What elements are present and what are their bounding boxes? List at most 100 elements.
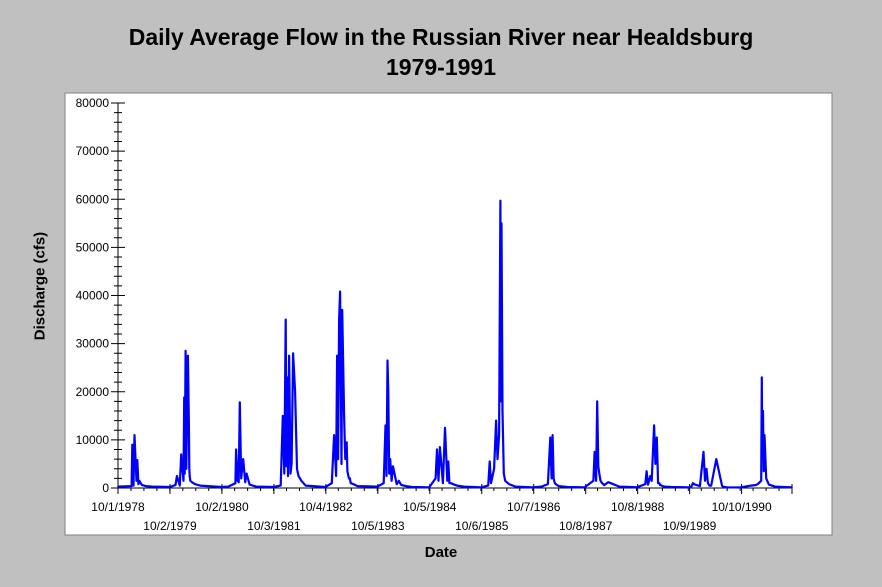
- data-point: [289, 472, 292, 475]
- data-point: [760, 480, 762, 482]
- data-point: [134, 458, 137, 460]
- data-point: [768, 483, 770, 486]
- data-point: [453, 483, 455, 486]
- data-point: [386, 359, 389, 362]
- y-tick-label: 80000: [76, 96, 110, 110]
- data-point: [349, 482, 352, 485]
- data-point: [139, 482, 142, 485]
- data-point: [498, 434, 500, 436]
- data-point: [437, 480, 440, 482]
- data-point: [169, 486, 171, 488]
- data-point: [304, 484, 307, 487]
- data-point: [336, 354, 338, 357]
- data-point: [660, 484, 662, 486]
- data-point: [540, 485, 543, 488]
- data-point: [708, 484, 711, 487]
- data-point: [290, 463, 293, 465]
- data-point: [715, 458, 718, 460]
- data-point: [286, 376, 289, 379]
- data-point: [436, 448, 438, 451]
- data-point: [599, 480, 602, 482]
- data-point: [618, 485, 621, 488]
- data-point: [392, 465, 394, 468]
- data-point: [702, 451, 705, 453]
- data-point: [694, 483, 696, 486]
- data-point: [346, 470, 349, 473]
- x-axis-label: Date: [424, 544, 458, 561]
- data-point: [607, 481, 610, 484]
- data-point: [132, 484, 135, 487]
- data-point: [343, 419, 346, 422]
- data-point: [557, 485, 560, 487]
- x-tick-label: 10/5/1984: [403, 500, 457, 514]
- data-point: [444, 427, 446, 429]
- data-point: [601, 482, 603, 485]
- data-point: [342, 364, 345, 367]
- data-point: [352, 483, 355, 485]
- data-point: [337, 458, 339, 460]
- data-point: [653, 424, 655, 427]
- data-point: [130, 485, 133, 487]
- data-point: [705, 468, 708, 470]
- data-point: [428, 486, 431, 489]
- data-point: [663, 485, 666, 488]
- data-point: [761, 448, 763, 451]
- data-point: [191, 481, 193, 484]
- data-point: [294, 391, 296, 393]
- data-point: [603, 484, 605, 486]
- data-point: [690, 486, 692, 488]
- data-point: [338, 318, 340, 321]
- x-tick-label: 10/6/1985: [455, 519, 509, 533]
- data-point: [765, 477, 767, 480]
- chart-title: Daily Average Flow in the Russian River …: [0, 22, 882, 82]
- data-point: [596, 400, 598, 403]
- data-point: [692, 482, 694, 485]
- y-tick-label: 0: [102, 481, 109, 495]
- data-point: [395, 483, 398, 485]
- data-point: [384, 424, 387, 427]
- data-point: [462, 485, 465, 488]
- data-point: [598, 472, 601, 475]
- data-point: [722, 485, 724, 488]
- series-group: [117, 199, 793, 489]
- data-point: [239, 401, 241, 404]
- data-point: [131, 443, 134, 446]
- data-point: [649, 475, 652, 477]
- data-point: [141, 484, 143, 486]
- data-point: [234, 482, 237, 485]
- data-point: [670, 486, 672, 488]
- data-point: [656, 436, 658, 439]
- data-point: [658, 482, 661, 485]
- y-tick-label: 50000: [76, 240, 110, 254]
- data-point: [500, 222, 503, 225]
- data-point: [194, 483, 196, 485]
- data-point: [221, 486, 223, 488]
- data-point: [583, 486, 586, 489]
- data-point: [236, 480, 239, 482]
- data-point: [188, 475, 191, 477]
- x-tick-label: 10/5/1983: [351, 519, 405, 533]
- data-point: [547, 483, 549, 485]
- data-point: [490, 482, 492, 485]
- data-point: [188, 468, 191, 470]
- data-point: [288, 354, 290, 357]
- data-point: [285, 465, 288, 468]
- data-point: [480, 486, 482, 489]
- data-point: [145, 485, 147, 487]
- x-tick-label: 10/7/1986: [507, 500, 561, 514]
- data-point: [185, 468, 188, 470]
- chart-title-line-2: 1979-1991: [386, 54, 496, 80]
- y-tick-label: 40000: [76, 289, 110, 303]
- data-point: [635, 486, 638, 489]
- data-point: [385, 475, 388, 477]
- data-point: [187, 354, 189, 357]
- data-point: [761, 376, 763, 379]
- data-point: [389, 458, 392, 460]
- data-point: [488, 460, 491, 463]
- data-point: [179, 484, 181, 487]
- data-point: [750, 484, 752, 487]
- data-point: [227, 485, 229, 488]
- x-tick-label: 10/2/1979: [143, 519, 197, 533]
